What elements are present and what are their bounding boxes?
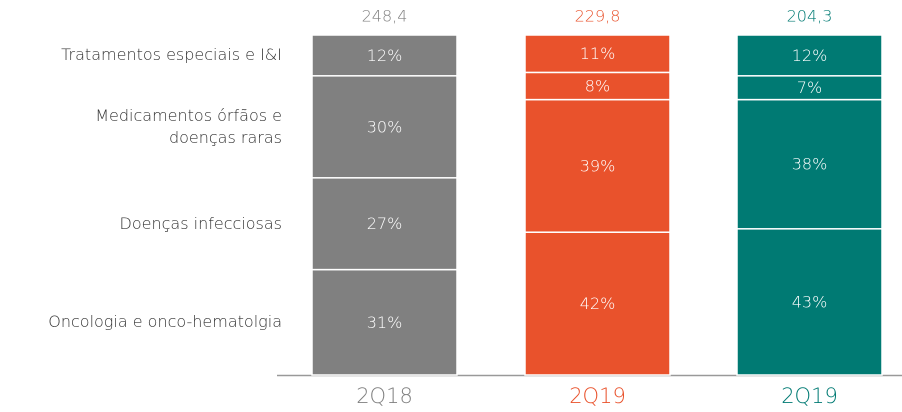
total-label: 229,8: [575, 7, 621, 26]
segment-label: 11%: [580, 44, 616, 63]
row-label: Doenças infecciosas: [119, 213, 282, 233]
segment-label: 43%: [792, 292, 828, 311]
segment-label: 42%: [580, 294, 616, 313]
bar-segment: [311, 75, 458, 179]
segment-label: 39%: [580, 156, 616, 175]
segment-label: 38%: [792, 155, 828, 174]
bar-segment: [311, 177, 458, 271]
x-tick-label: 2Q18: [356, 384, 413, 408]
bar-segment: [524, 98, 671, 233]
segment-label: 27%: [367, 214, 403, 233]
row-label: Medicamentos órfãos e doenças raras: [95, 105, 282, 147]
bar-segment: [311, 34, 458, 77]
bar-segment: [311, 268, 458, 376]
bar-segment: [524, 71, 671, 101]
bar-segment: [736, 228, 883, 376]
segment-label: 7%: [797, 78, 822, 97]
row-label: Tratamentos especiais e I&I: [61, 45, 282, 65]
x-tick-label: 2Q19: [781, 384, 838, 408]
bar-segment: [524, 34, 671, 74]
segment-label: 8%: [585, 77, 610, 96]
bar-segment: [736, 34, 883, 77]
total-label: 204,3: [787, 7, 833, 26]
segment-label: 12%: [367, 46, 403, 65]
segment-label: 30%: [367, 117, 403, 136]
row-label: Oncologia e onco-hematolgia: [48, 312, 282, 332]
x-tick-label: 2Q19: [569, 384, 626, 408]
segment-label: 31%: [367, 313, 403, 332]
total-label: 248,4: [362, 7, 408, 26]
segment-label: 12%: [792, 46, 828, 65]
